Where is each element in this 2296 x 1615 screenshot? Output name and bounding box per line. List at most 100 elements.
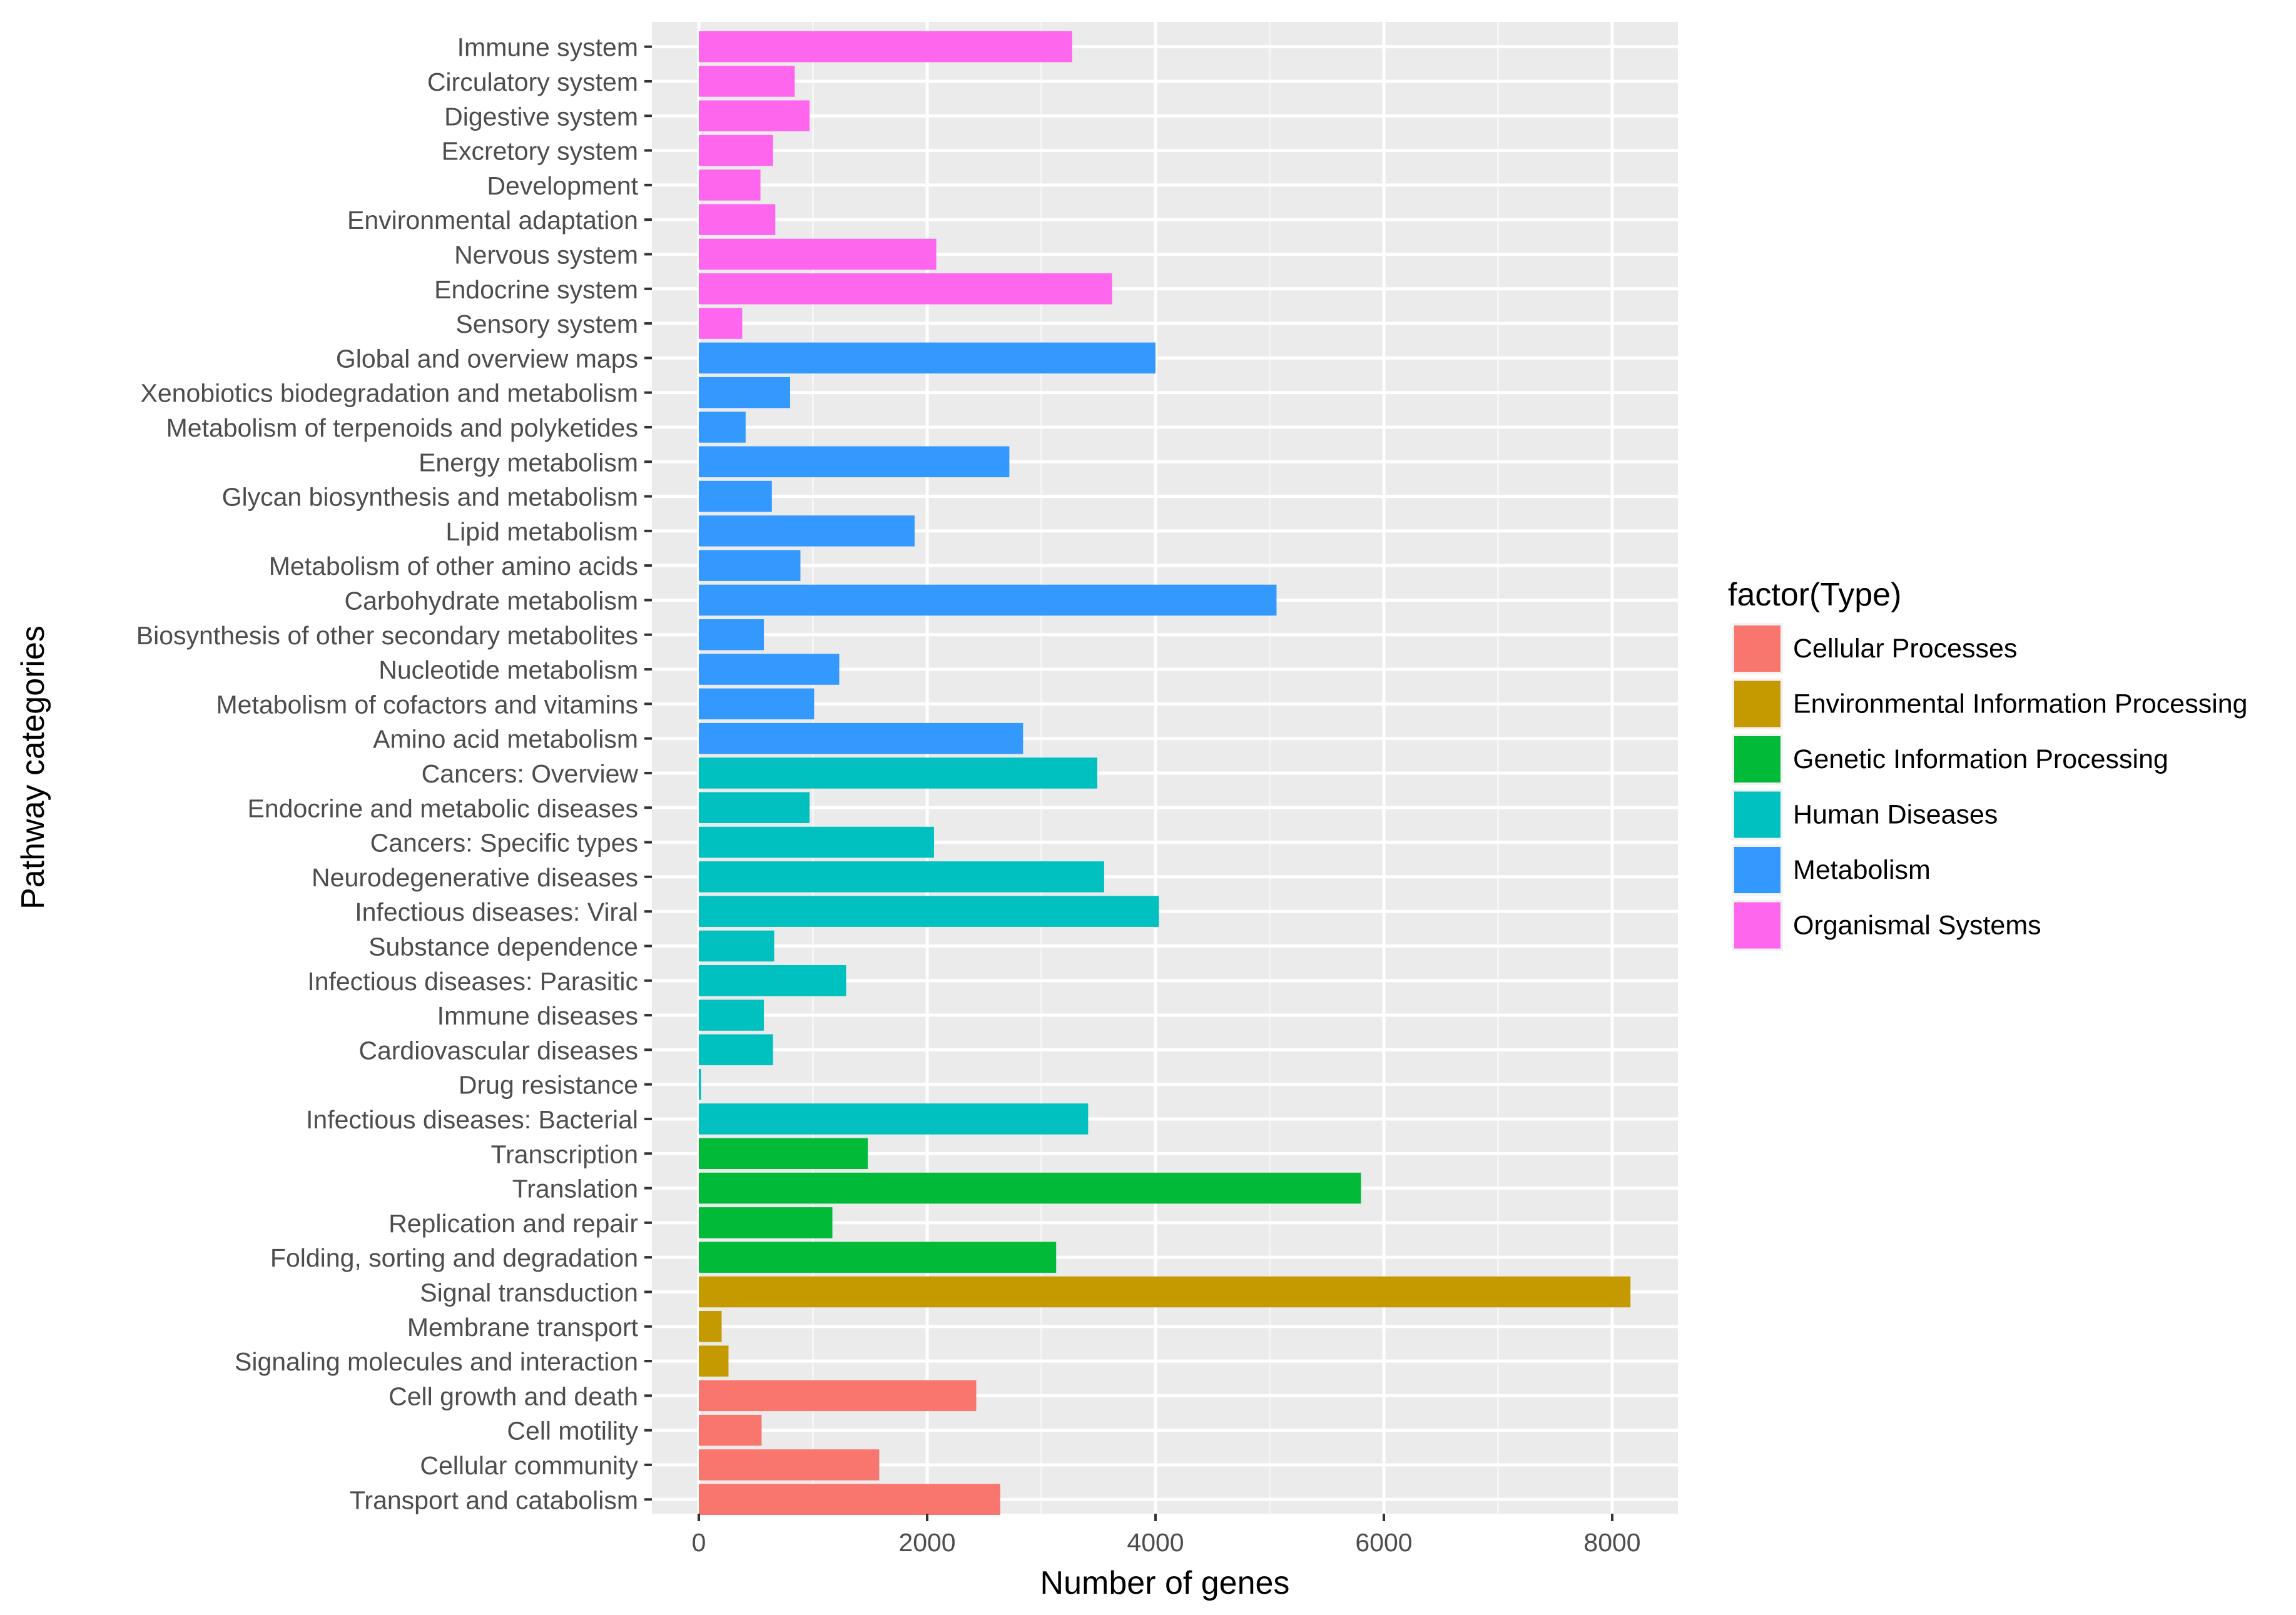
bar bbox=[699, 170, 761, 201]
y-tick-label: Digestive system bbox=[444, 102, 638, 131]
y-tick-label: Xenobiotics biodegradation and metabolis… bbox=[141, 379, 638, 408]
bar bbox=[699, 412, 746, 443]
y-tick-label: Metabolism of cofactors and vitamins bbox=[216, 690, 639, 719]
y-tick-label: Infectious diseases: Viral bbox=[355, 898, 638, 926]
y-tick-label: Cell growth and death bbox=[389, 1382, 638, 1410]
legend: factor(Type) Cellular Processes Environme… bbox=[1728, 577, 2248, 951]
bar bbox=[699, 896, 1159, 927]
bar bbox=[699, 1414, 762, 1446]
bar bbox=[699, 861, 1104, 893]
legend-swatch bbox=[1734, 902, 1780, 949]
y-tick-label: Lipid metabolism bbox=[445, 517, 638, 546]
y-tick-label: Development bbox=[487, 171, 638, 200]
y-tick-label: Replication and repair bbox=[389, 1209, 638, 1238]
bar bbox=[699, 757, 1097, 789]
legend-label: Metabolism bbox=[1793, 855, 1931, 885]
y-tick-label: Cancers: Overview bbox=[422, 759, 639, 788]
bar bbox=[699, 1068, 701, 1100]
legend-swatch bbox=[1734, 847, 1780, 893]
x-tick-label: 6000 bbox=[1355, 1528, 1412, 1557]
y-axis: Immune system Circulatory system Digestive… bbox=[136, 33, 652, 1514]
y-tick-label: Cardiovascular diseases bbox=[358, 1036, 638, 1065]
y-tick-label: Circulatory system bbox=[427, 68, 638, 96]
y-tick-label: Drug resistance bbox=[459, 1071, 638, 1100]
bar bbox=[699, 342, 1156, 374]
bar bbox=[699, 1000, 764, 1031]
bar bbox=[699, 688, 815, 720]
y-tick-label: Nucleotide metabolism bbox=[378, 656, 638, 684]
bar bbox=[699, 584, 1277, 616]
bar bbox=[699, 238, 937, 270]
bar bbox=[699, 1380, 977, 1412]
x-tick-label: 8000 bbox=[1583, 1528, 1640, 1557]
legend-swatch bbox=[1734, 625, 1780, 672]
bar bbox=[699, 930, 775, 962]
legend-label: Genetic Information Processing bbox=[1793, 744, 2168, 774]
legend-label: Environmental Information Processing bbox=[1793, 689, 2248, 719]
legend-label: Cellular Processes bbox=[1793, 634, 2017, 664]
y-tick-label: Membrane transport bbox=[407, 1313, 639, 1342]
grid-lines bbox=[652, 22, 1678, 1514]
x-tick-label: 4000 bbox=[1127, 1528, 1184, 1557]
bar bbox=[699, 134, 773, 166]
bar bbox=[699, 826, 934, 858]
y-tick-label: Transcription bbox=[491, 1140, 638, 1168]
y-tick-label: Transport and catabolism bbox=[350, 1486, 638, 1514]
x-tick-label: 0 bbox=[692, 1528, 706, 1557]
bar bbox=[699, 654, 840, 685]
bars bbox=[699, 31, 1631, 1515]
y-tick-label: Infectious diseases: Bacterial bbox=[306, 1105, 638, 1134]
y-tick-label: Sensory system bbox=[455, 310, 638, 338]
bar bbox=[699, 1484, 1000, 1515]
y-tick-label: Global and overview maps bbox=[336, 344, 638, 373]
x-axis: 0 2000 4000 6000 8000 bbox=[692, 1514, 1641, 1557]
bar bbox=[699, 480, 772, 512]
bar bbox=[699, 100, 810, 131]
bar bbox=[699, 550, 801, 581]
y-tick-label: Excretory system bbox=[442, 137, 638, 166]
y-tick-label: Nervous system bbox=[454, 240, 638, 269]
y-tick-label: Infectious diseases: Parasitic bbox=[307, 967, 638, 996]
legend-label: Human Diseases bbox=[1793, 800, 1998, 830]
bar bbox=[699, 1276, 1631, 1308]
legend-swatch bbox=[1734, 736, 1780, 782]
bar bbox=[699, 308, 743, 339]
bar bbox=[699, 619, 764, 651]
y-tick-label: Neurodegenerative diseases bbox=[312, 863, 638, 892]
bar bbox=[699, 965, 846, 996]
bar bbox=[699, 792, 810, 823]
y-tick-label: Translation bbox=[512, 1175, 638, 1203]
bar bbox=[699, 204, 776, 235]
y-tick-label: Substance dependence bbox=[368, 932, 638, 961]
bar bbox=[699, 1138, 868, 1169]
legend-label: Organismal Systems bbox=[1793, 911, 2041, 941]
bar bbox=[699, 66, 795, 97]
bar bbox=[699, 377, 790, 408]
y-axis-title: Pathway categories bbox=[15, 625, 51, 909]
legend-title: factor(Type) bbox=[1728, 577, 1901, 613]
bar bbox=[699, 722, 1024, 754]
bar bbox=[699, 1449, 880, 1481]
y-tick-label: Endocrine and metabolic diseases bbox=[248, 794, 639, 823]
y-tick-label: Metabolism of other amino acids bbox=[269, 552, 638, 580]
y-tick-label: Energy metabolism bbox=[419, 448, 638, 477]
bar bbox=[699, 515, 915, 547]
y-tick-label: Cellular community bbox=[420, 1451, 638, 1480]
y-tick-label: Signaling molecules and interaction bbox=[235, 1347, 638, 1376]
y-tick-label: Cell motility bbox=[507, 1417, 638, 1445]
bar bbox=[699, 273, 1112, 305]
y-tick-label: Metabolism of terpenoids and polyketides bbox=[166, 413, 638, 442]
bar bbox=[699, 1311, 722, 1342]
bar bbox=[699, 1207, 833, 1238]
y-tick-label: Immune diseases bbox=[437, 1001, 638, 1030]
bar bbox=[699, 1172, 1361, 1204]
y-tick-label: Amino acid metabolism bbox=[373, 725, 638, 754]
y-tick-label: Endocrine system bbox=[434, 275, 638, 304]
legend-swatch bbox=[1734, 681, 1780, 727]
bar bbox=[699, 1034, 773, 1066]
bar bbox=[699, 1103, 1089, 1135]
bar bbox=[699, 446, 1010, 477]
bar bbox=[699, 1345, 729, 1377]
x-tick-label: 2000 bbox=[898, 1528, 955, 1557]
